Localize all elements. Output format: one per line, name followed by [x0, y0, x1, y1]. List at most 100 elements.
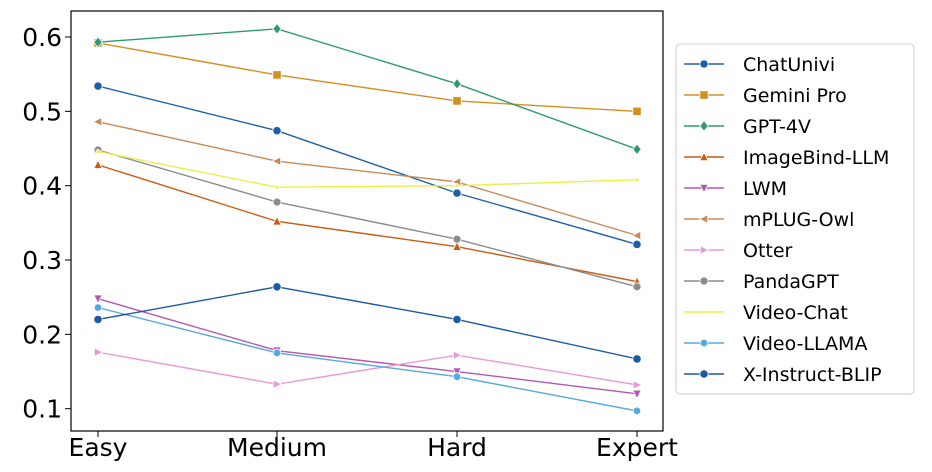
series-x-instruct-blip	[93, 282, 642, 364]
series-layer	[92, 23, 643, 416]
legend-entry: PandaGPT	[684, 271, 839, 293]
data-point	[632, 143, 642, 156]
y-tick-label: 0.2	[22, 320, 62, 349]
legend-entry: mPLUG-Owl	[684, 209, 854, 231]
legend-entry: GPT-4V	[684, 116, 811, 138]
legend-marker	[699, 59, 709, 69]
series-line	[97, 149, 638, 288]
legend-label: GPT-4V	[743, 116, 811, 138]
data-point	[93, 314, 103, 325]
legend-marker	[699, 183, 709, 194]
legend-label: Video-Chat	[743, 302, 848, 324]
series-line	[97, 286, 638, 360]
y-tick-label: 0.1	[22, 395, 62, 424]
data-point	[271, 156, 282, 167]
data-point	[452, 350, 463, 361]
legend-label: Gemini Pro	[743, 85, 847, 107]
y-axis-ticks: 0.1 0.2 0.3 0.4 0.5 0.6	[22, 23, 71, 424]
legend-entry: X-Instruct-BLIP	[684, 364, 882, 386]
series-pandagpt	[93, 145, 642, 292]
legend-marker	[699, 245, 710, 255]
series-otter	[93, 347, 643, 390]
series-line	[97, 85, 638, 246]
legend-marker	[698, 214, 709, 224]
data-point	[452, 367, 462, 378]
data-point	[272, 23, 282, 35]
x-tick-label: Hard	[427, 433, 487, 462]
legend-marker	[699, 151, 709, 162]
series-line	[97, 28, 638, 150]
data-point	[272, 348, 282, 358]
data-point	[632, 389, 642, 400]
data-point	[632, 106, 642, 116]
data-point	[452, 188, 462, 198]
data-point	[452, 241, 462, 251]
legend-marker	[699, 276, 709, 286]
data-point	[272, 215, 282, 226]
series-mplug-owl	[92, 116, 642, 241]
legend-entry: LWM	[684, 178, 787, 200]
series-line	[97, 42, 638, 113]
legend-label: LWM	[743, 178, 787, 200]
series-imagebind-llm	[93, 159, 642, 286]
legend-frame	[675, 43, 915, 395]
data-point	[452, 78, 462, 90]
data-point	[93, 294, 103, 305]
series-line	[97, 306, 638, 412]
legend-marker	[699, 338, 709, 348]
data-point	[272, 282, 282, 292]
y-tick-label: 0.6	[22, 23, 62, 52]
x-axis-ticks: Easy Medium Hard Expert	[69, 431, 678, 462]
legend-entry: ChatUnivi	[684, 54, 835, 76]
legend-label: X-Instruct-BLIP	[743, 364, 882, 386]
series-video-chat	[95, 149, 640, 190]
data-point	[274, 184, 280, 190]
legend-entry: Video-LLAMA	[684, 333, 867, 355]
legend-entry: Video-Chat	[684, 302, 848, 324]
series-video-llama	[93, 302, 642, 416]
data-point	[93, 36, 103, 49]
legend-label: mPLUG-Owl	[743, 209, 854, 231]
data-point	[93, 302, 103, 313]
legend-entry: Gemini Pro	[684, 85, 847, 107]
legend-label: Otter	[743, 240, 793, 262]
data-point	[93, 347, 104, 358]
legend-label: ImageBind-LLM	[743, 147, 889, 169]
legend-label: ChatUnivi	[743, 54, 835, 76]
legend-marker	[701, 309, 707, 315]
data-point	[452, 372, 462, 382]
legend-marker	[699, 120, 709, 132]
legend-marker	[699, 369, 709, 379]
y-tick-label: 0.5	[22, 97, 62, 126]
data-point	[93, 81, 103, 91]
series-line	[97, 351, 638, 386]
x-tick-label: Medium	[227, 433, 327, 462]
y-tick-label: 0.3	[22, 246, 62, 275]
series-gpt-4v	[93, 23, 642, 156]
series-line	[97, 298, 638, 395]
series-line	[97, 164, 638, 283]
legend: ChatUnivi Gemini Pro GPT-4V ImageBind-LLM LW…	[675, 43, 915, 395]
series-line	[97, 121, 638, 237]
y-tick-label: 0.4	[22, 172, 62, 201]
x-tick-label: Easy	[69, 433, 128, 462]
legend-marker	[699, 90, 709, 100]
data-point	[272, 70, 282, 80]
data-point	[452, 96, 462, 106]
data-point	[634, 177, 640, 183]
legend-label: PandaGPT	[743, 271, 839, 293]
x-tick-label: Expert	[596, 433, 678, 462]
data-point	[272, 197, 282, 207]
data-point	[632, 380, 643, 390]
data-point	[631, 230, 642, 241]
legend-label: Video-LLAMA	[743, 333, 867, 355]
data-point	[272, 126, 282, 136]
data-point	[632, 406, 642, 416]
legend-entry: ImageBind-LLM	[684, 147, 889, 169]
series-line	[97, 150, 638, 188]
data-point	[272, 379, 283, 390]
data-point	[632, 239, 642, 250]
series-chatunivi	[93, 81, 642, 250]
data-point	[452, 314, 462, 325]
data-point	[452, 234, 462, 244]
